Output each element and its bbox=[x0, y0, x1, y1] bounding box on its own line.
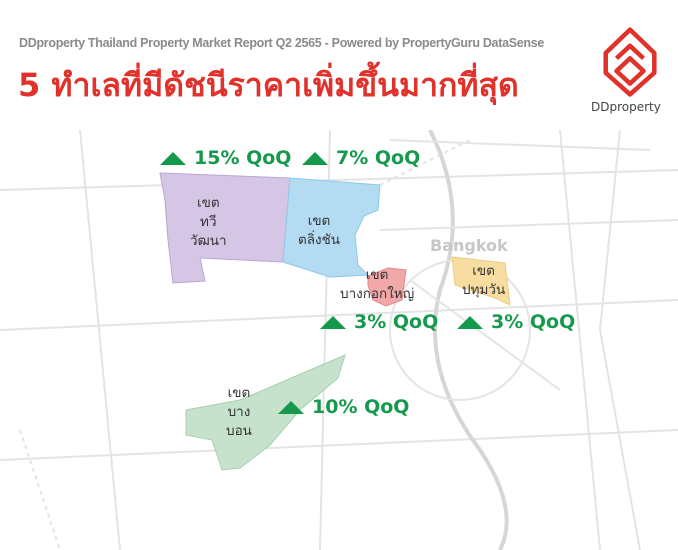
up-arrow-icon bbox=[278, 400, 304, 414]
change-badge-bang-bon: 10% QoQ bbox=[278, 396, 409, 418]
city-label-bangkok: Bangkok bbox=[430, 236, 508, 255]
district-label-taling-chan: เขต ตลิ่งชัน bbox=[298, 213, 341, 248]
change-badge-bangkok-yai: 3% QoQ bbox=[320, 311, 438, 333]
district-pathum-wan-area[interactable] bbox=[451, 256, 511, 306]
district-label-bang-bon: เขต บาง บอน bbox=[226, 385, 252, 439]
district-bang-bon-area[interactable] bbox=[185, 354, 346, 471]
up-arrow-icon bbox=[160, 151, 186, 165]
change-badge-thawi-watthana: 15% QoQ bbox=[160, 147, 291, 169]
up-arrow-icon bbox=[320, 315, 346, 329]
district-taling-chan-area[interactable] bbox=[282, 177, 381, 278]
district-bangkok-yai-area[interactable] bbox=[367, 267, 407, 307]
change-badge-taling-chan: 7% QoQ bbox=[302, 147, 420, 169]
up-arrow-icon bbox=[302, 151, 328, 165]
logo-text: DDproperty bbox=[591, 100, 661, 114]
change-badge-pathum-wan: 3% QoQ bbox=[457, 311, 575, 333]
up-arrow-icon bbox=[457, 315, 483, 329]
ddproperty-logo-icon bbox=[603, 27, 657, 97]
report-subtitle: DDproperty Thailand Property Market Repo… bbox=[19, 36, 545, 50]
district-label-bangkok-yai: เขต บางกอกใหญ่ bbox=[340, 267, 415, 302]
map bbox=[0, 130, 678, 550]
page-title: 5 ทำเลที่มีดัชนีราคาเพิ่มขึ้นมากที่สุด bbox=[18, 66, 519, 104]
district-label-pathum-wan: เขต ปทุมวัน bbox=[462, 263, 506, 298]
district-label-thawi-watthana: เขต ทวี วัฒนา bbox=[190, 195, 227, 249]
road-network bbox=[0, 130, 678, 550]
